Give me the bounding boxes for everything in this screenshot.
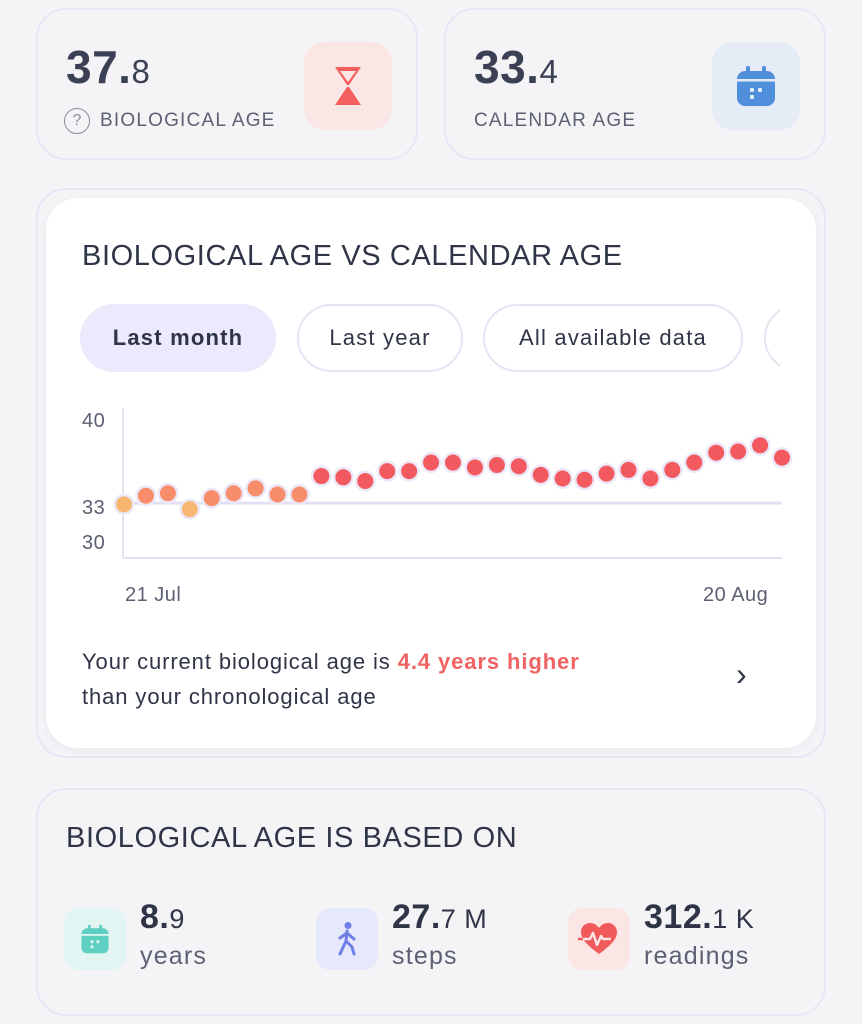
calendar-icon <box>81 924 109 954</box>
data-point[interactable] <box>335 469 352 486</box>
data-point[interactable] <box>598 465 615 482</box>
tab-all-available-data[interactable]: All available data <box>483 304 743 372</box>
tab-more[interactable] <box>764 304 780 372</box>
data-point[interactable] <box>642 470 659 487</box>
y-tick-40: 40 <box>82 410 106 432</box>
y-tick-33: 33 <box>82 497 106 519</box>
heart-pulse-icon <box>578 923 617 954</box>
y-tick-30: 30 <box>82 532 106 554</box>
calendar-age-card[interactable]: 33.4 CALENDAR AGE <box>444 8 826 160</box>
based-on-title: BIOLOGICAL AGE IS BASED ON <box>66 822 518 854</box>
data-point[interactable] <box>159 485 176 502</box>
data-point[interactable] <box>379 463 396 480</box>
data-point[interactable] <box>774 449 790 466</box>
data-point[interactable] <box>466 459 483 476</box>
metric-steps-tile <box>316 908 378 970</box>
data-point[interactable] <box>488 457 505 473</box>
summary-highlight: 4.4 years higher <box>397 649 580 674</box>
data-point[interactable] <box>357 472 374 489</box>
metric-years-unit: years <box>140 942 208 970</box>
based-on-card: BIOLOGICAL AGE IS BASED ON 8.9 years 27.… <box>36 788 826 1016</box>
data-point[interactable] <box>247 480 264 497</box>
data-point[interactable] <box>554 470 571 487</box>
biological-age-label: BIOLOGICAL AGE <box>100 110 276 131</box>
data-point[interactable] <box>686 454 703 471</box>
calendar-age-value: 33.4 <box>474 41 559 93</box>
data-point[interactable] <box>510 458 527 475</box>
data-point[interactable] <box>181 501 198 518</box>
data-point[interactable] <box>401 463 418 480</box>
x-tick-end: 20 Aug <box>703 584 769 606</box>
age-summary[interactable]: Your current biological age is 4.4 years… <box>82 644 702 714</box>
chevron-right-icon[interactable]: › <box>736 656 747 692</box>
hourglass-icon <box>335 67 361 105</box>
metric-readings-tile <box>568 908 630 970</box>
range-tabs: Last month Last year All available data <box>46 198 780 398</box>
data-point[interactable] <box>532 466 549 483</box>
tab-last-year[interactable]: Last year <box>297 304 463 372</box>
calendar-tile <box>712 42 800 130</box>
metric-readings-value: 312.1 K <box>644 898 755 936</box>
help-icon[interactable]: ? <box>64 108 90 134</box>
metric-years-tile <box>64 908 126 970</box>
x-tick-start: 21 Jul <box>125 584 182 606</box>
data-point[interactable] <box>664 461 681 478</box>
metric-years-value: 8.9 <box>140 898 185 936</box>
summary-suffix: than your chronological age <box>82 684 377 709</box>
tab-last-month[interactable]: Last month <box>80 304 276 372</box>
summary-prefix: Your current biological age is <box>82 649 398 674</box>
data-point[interactable] <box>116 496 132 513</box>
data-point[interactable] <box>291 486 308 503</box>
data-point[interactable] <box>445 454 461 471</box>
data-point[interactable] <box>708 444 725 461</box>
data-point[interactable] <box>269 486 286 503</box>
data-point[interactable] <box>423 454 440 471</box>
data-point[interactable] <box>752 437 769 454</box>
age-trend-chart <box>113 408 793 559</box>
walking-person-icon <box>338 922 356 956</box>
data-point[interactable] <box>203 490 220 507</box>
biological-age-value: 37.8 <box>66 41 151 93</box>
metric-steps-value: 27.7 M <box>392 898 488 936</box>
data-point[interactable] <box>225 485 242 502</box>
hourglass-tile <box>304 42 392 130</box>
data-point[interactable] <box>620 461 637 478</box>
metric-steps-unit: steps <box>392 942 458 970</box>
data-point[interactable] <box>137 487 154 504</box>
metric-readings-unit: readings <box>644 942 750 970</box>
data-point[interactable] <box>730 443 747 460</box>
data-point[interactable] <box>576 471 593 488</box>
biological-age-card[interactable]: 37.8 ? BIOLOGICAL AGE <box>36 8 418 160</box>
calendar-age-label: CALENDAR AGE <box>474 110 637 131</box>
chart-card: BIOLOGICAL AGE VS CALENDAR AGE Last mont… <box>46 198 816 748</box>
calendar-icon <box>737 66 775 106</box>
data-point[interactable] <box>313 468 330 485</box>
chart-title: BIOLOGICAL AGE VS CALENDAR AGE <box>82 240 623 272</box>
